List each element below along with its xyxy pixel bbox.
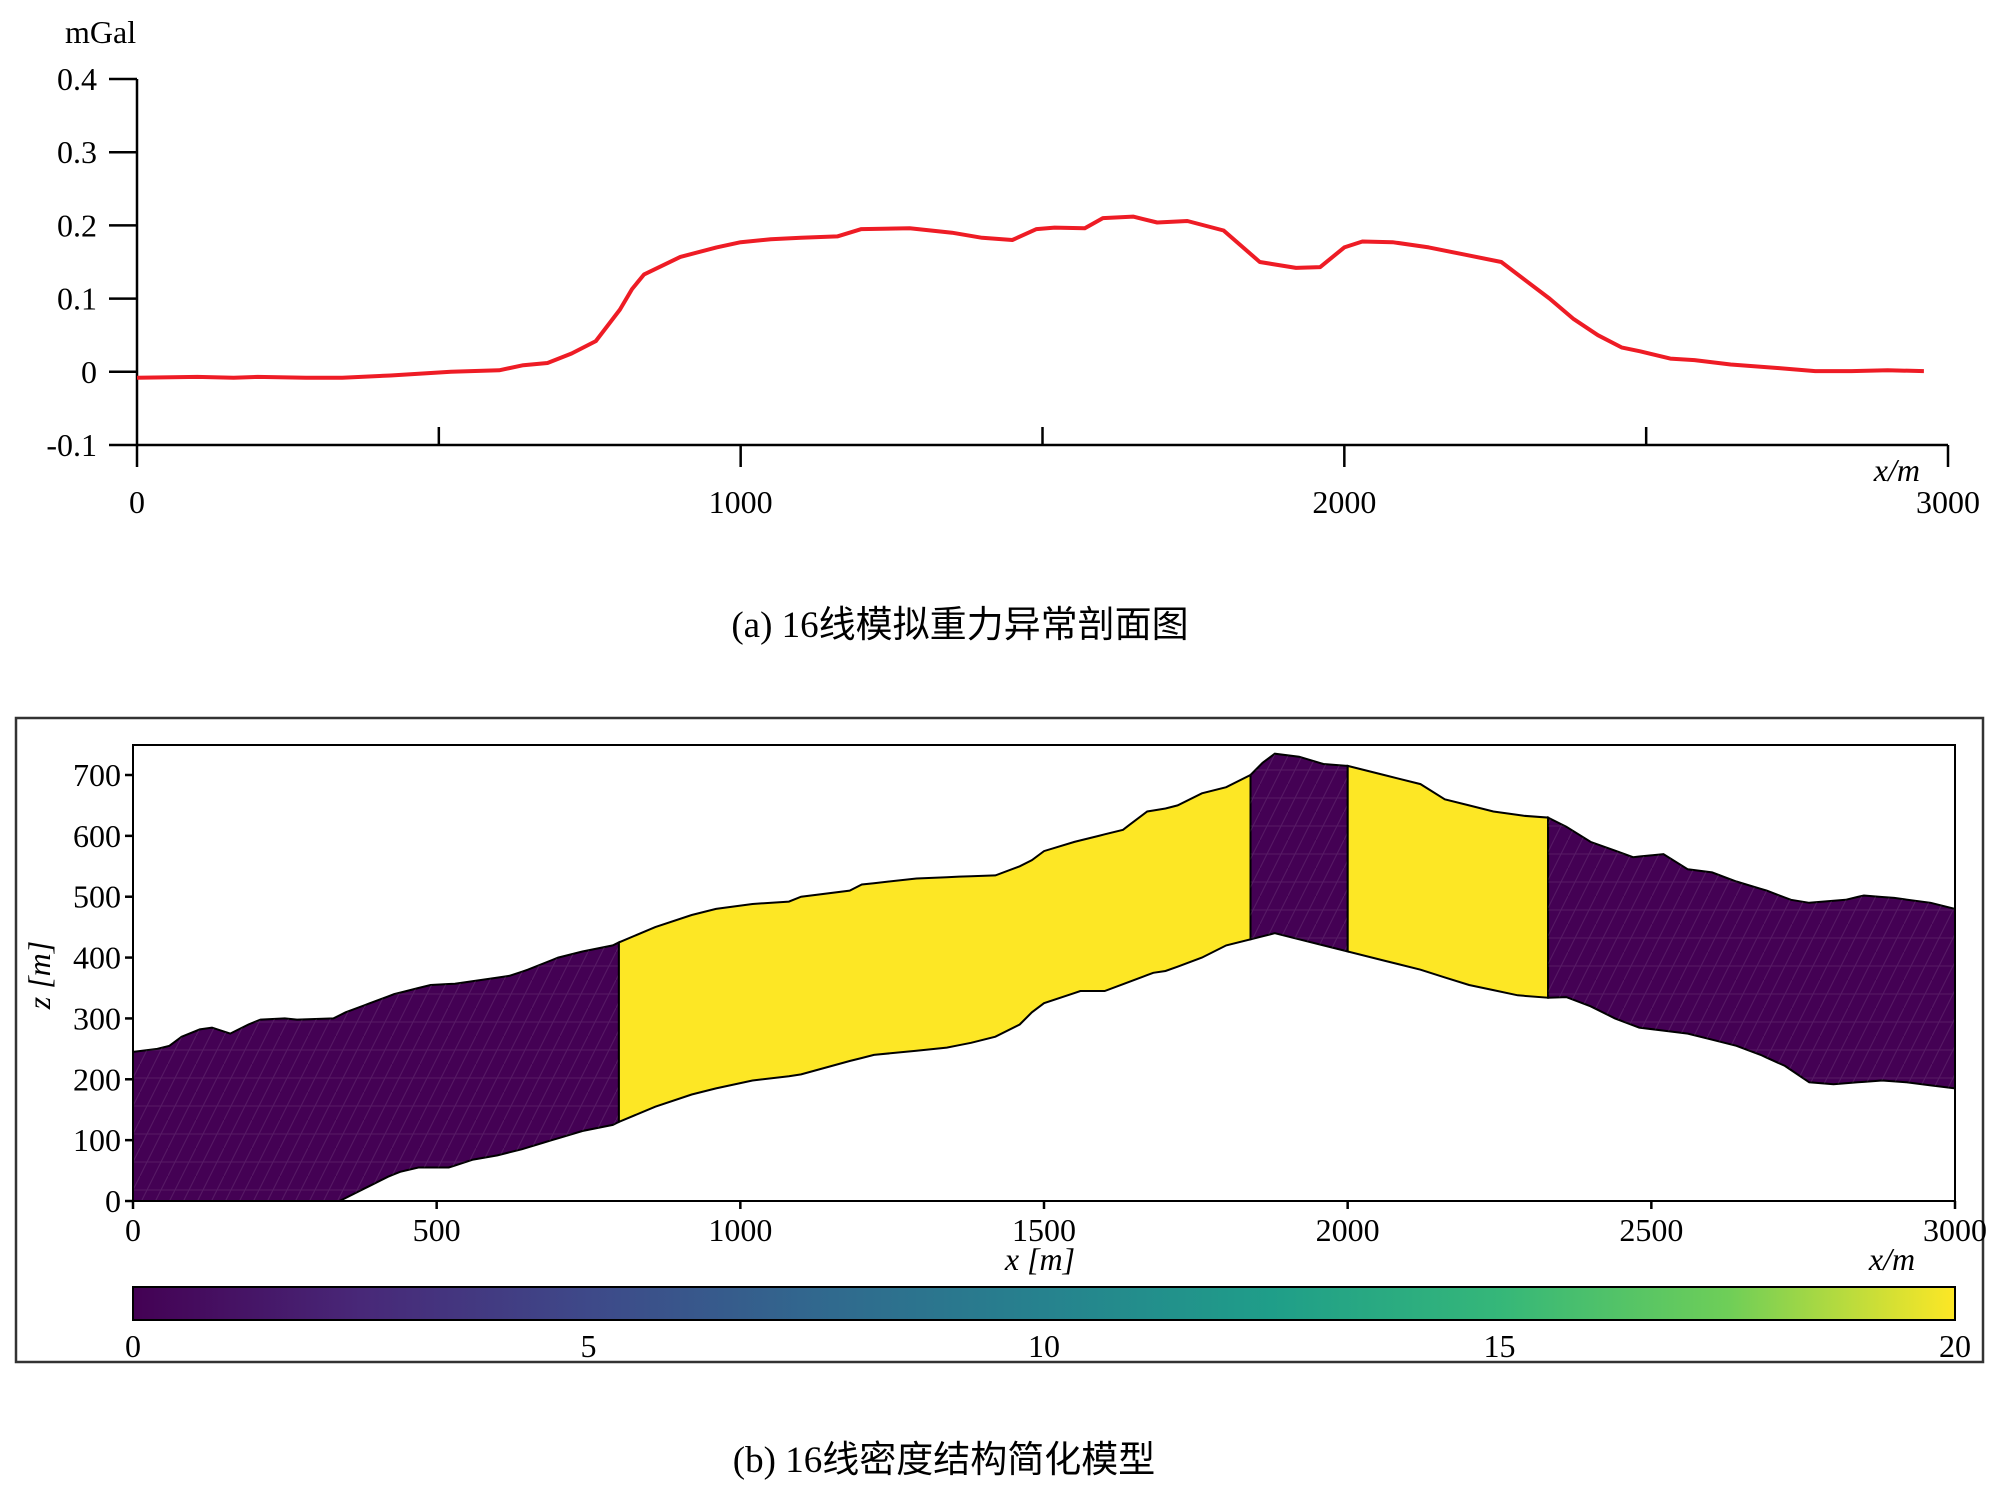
x-tick-label: 0 bbox=[125, 1212, 141, 1248]
gravity-anomaly-line bbox=[136, 214, 1924, 380]
colorbar bbox=[132, 1286, 1956, 1321]
z-tick-label: 400 bbox=[73, 940, 121, 976]
z-tick-label: 700 bbox=[73, 757, 121, 793]
x-tick-label: 2000 bbox=[1312, 484, 1376, 520]
colorbar-ticks: 0 5 10 15 20 bbox=[125, 1328, 1971, 1364]
y-axis-label: z [m] bbox=[21, 941, 57, 1010]
y-tick-label: 0.2 bbox=[57, 207, 97, 243]
mesh-overlay bbox=[133, 942, 619, 1201]
density-model bbox=[133, 752, 1955, 1201]
x-tick-label: 1500 bbox=[1012, 1212, 1076, 1248]
mesh-overlay bbox=[1250, 753, 1348, 952]
colorbar-tick-label: 5 bbox=[581, 1328, 597, 1364]
z-tick-label: 200 bbox=[73, 1061, 121, 1097]
colorbar-tick-label: 15 bbox=[1484, 1328, 1516, 1364]
x-tick-label: 1000 bbox=[708, 1212, 772, 1248]
x-axis-label: x [m] bbox=[1004, 1241, 1075, 1277]
z-tick-label: 500 bbox=[73, 879, 121, 915]
density-region bbox=[617, 773, 1252, 1124]
y-tick-label: -0.1 bbox=[46, 427, 97, 463]
z-tick-label: 0 bbox=[105, 1183, 121, 1219]
z-tick-label: 100 bbox=[73, 1122, 121, 1158]
y-tick-label: 0 bbox=[81, 354, 97, 390]
panel-b-frame bbox=[14, 716, 1985, 1364]
z-tick-label: 300 bbox=[73, 1000, 121, 1036]
caption-b: (b) 16线密度结构简化模型 bbox=[733, 1439, 1155, 1481]
caption-a: (a) 16线模拟重力异常剖面图 bbox=[731, 604, 1188, 646]
x-tick-label: 2500 bbox=[1619, 1212, 1683, 1248]
colorbar-tick-label: 20 bbox=[1939, 1328, 1971, 1364]
panel-a-axes: 0.4 0.3 0.2 0.1 0 -0.1 0 1000 2000 3000 bbox=[46, 61, 1980, 520]
x-unit-label-b: x/m bbox=[1868, 1241, 1915, 1277]
x-tick-label: 1000 bbox=[709, 484, 773, 520]
x-tick-label: 0 bbox=[129, 484, 145, 520]
colorbar-tick-label: 10 bbox=[1028, 1328, 1060, 1364]
x-tick-label: 3000 bbox=[1916, 484, 1980, 520]
panel-a: mGal 0.40.30.20.10-0.10 1000 2000 3000 x/m … bbox=[46, 14, 1980, 646]
z-tick-label: 600 bbox=[73, 818, 121, 854]
mesh-overlay bbox=[1548, 817, 1955, 1089]
x-tick-label: 500 bbox=[413, 1212, 461, 1248]
x-tick-label: 3000 bbox=[1923, 1212, 1987, 1248]
y-tick-label: 0.3 bbox=[57, 134, 97, 170]
x-unit-label: x/m bbox=[1873, 452, 1920, 488]
y-tick-label: 0.4 bbox=[57, 61, 97, 97]
y-unit-label: mGal bbox=[65, 14, 136, 50]
y-tick-label: 0.1 bbox=[57, 281, 97, 317]
x-tick-label: 2000 bbox=[1316, 1212, 1380, 1248]
colorbar-tick-label: 0 bbox=[125, 1328, 141, 1364]
density-region bbox=[1346, 764, 1550, 999]
